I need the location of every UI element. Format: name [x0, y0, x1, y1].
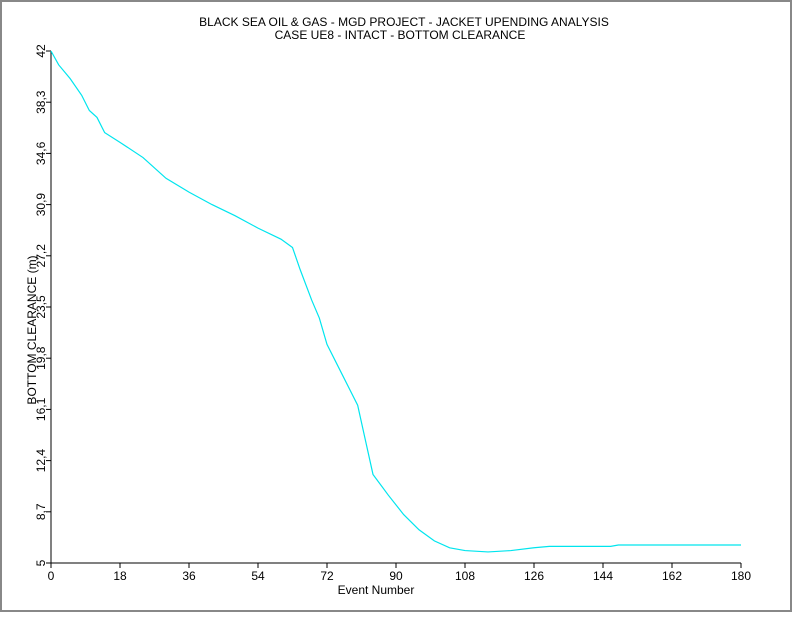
x-tick-label: 144: [593, 569, 613, 583]
x-tick-label: 0: [48, 569, 55, 583]
y-tick-label: 5: [34, 559, 48, 566]
y-tick-label: 34,6: [34, 141, 48, 165]
x-tick-label: 36: [182, 569, 196, 583]
y-tick-label: 23,5: [34, 295, 48, 319]
x-tick-label: 108: [455, 569, 475, 583]
y-tick-label: 12,4: [34, 449, 48, 473]
x-tick-label: 180: [731, 569, 751, 583]
chart-title: BLACK SEA OIL & GAS - MGD PROJECT - JACK…: [199, 15, 609, 29]
x-tick-label: 126: [524, 569, 544, 583]
y-tick-label: 27,2: [34, 244, 48, 268]
x-tick-label: 162: [662, 569, 682, 583]
y-tick-label: 19,8: [34, 346, 48, 370]
y-axis-label: BOTTOM CLEARANCE (m): [25, 255, 39, 404]
y-tick-label: 30,9: [34, 193, 48, 217]
data-line: [50, 50, 741, 553]
x-axis-label: Event Number: [338, 583, 415, 597]
x-tick-label: 90: [389, 569, 403, 583]
y-tick-label: 8,7: [34, 503, 48, 520]
y-tick-label: 42: [34, 44, 48, 58]
y-tick-label: 38,3: [34, 90, 48, 114]
x-tick-label: 54: [251, 569, 265, 583]
y-tick-label: 16,1: [34, 397, 48, 421]
chart-subtitle: CASE UE8 - INTACT - BOTTOM CLEARANCE: [275, 28, 526, 42]
x-tick-label: 18: [113, 569, 127, 583]
x-tick-label: 72: [320, 569, 334, 583]
